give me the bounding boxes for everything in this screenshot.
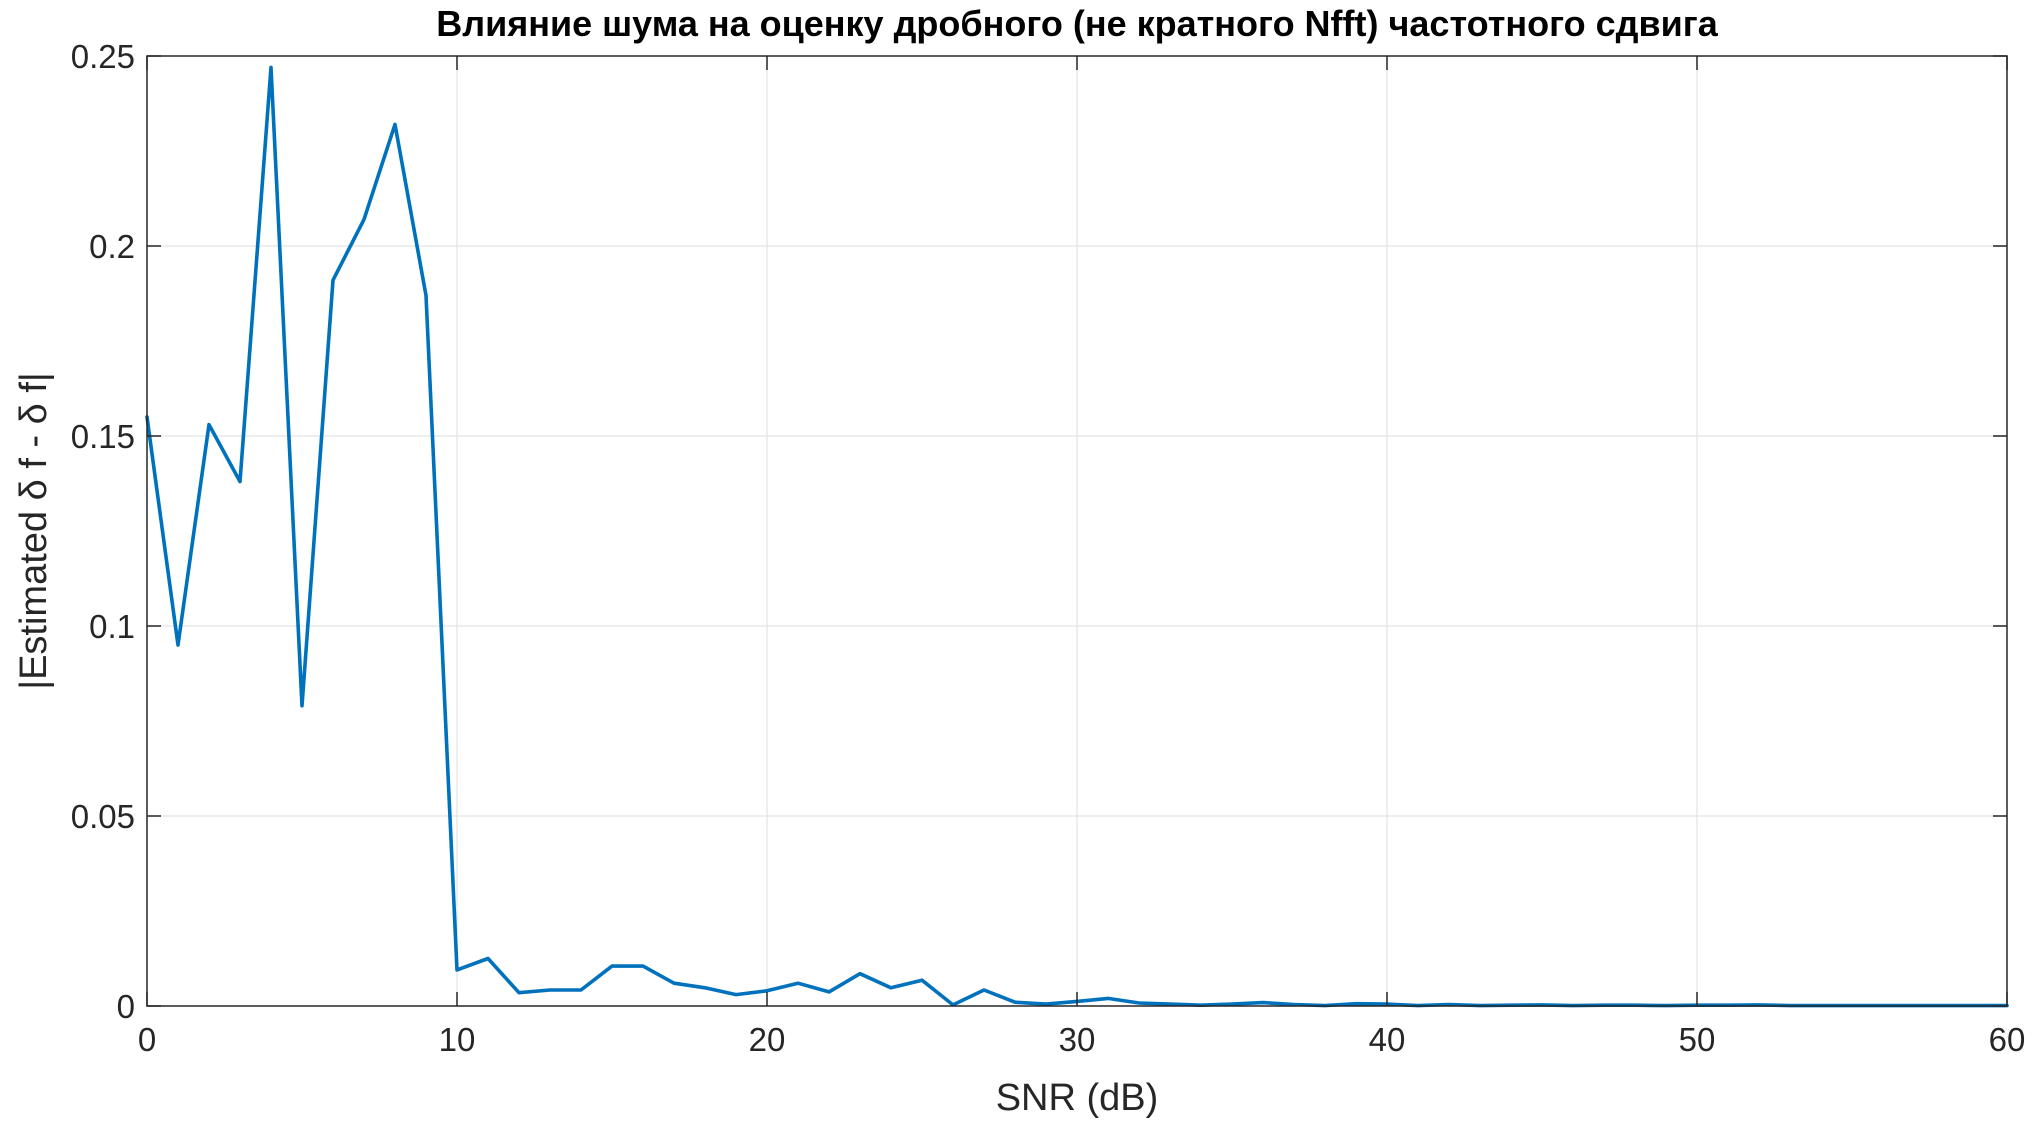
y-tick-label: 0.15 <box>71 418 135 455</box>
x-tick-label: 60 <box>1989 1021 2026 1058</box>
y-tick-label: 0.05 <box>71 798 135 835</box>
x-tick-label: 20 <box>749 1021 786 1058</box>
chart-title: Влияние шума на оценку дробного (не крат… <box>436 3 1718 44</box>
x-tick-label: 50 <box>1679 1021 1716 1058</box>
x-axis-label: SNR (dB) <box>996 1077 1159 1119</box>
y-tick-label: 0 <box>117 988 135 1025</box>
y-tick-label: 0.1 <box>89 608 135 645</box>
x-tick-label: 10 <box>439 1021 476 1058</box>
x-tick-label: 0 <box>138 1021 156 1058</box>
y-tick-label: 0.2 <box>89 228 135 265</box>
y-axis-label: |Estimated δ f - δ f| <box>13 372 55 690</box>
y-tick-label: 0.25 <box>71 38 135 75</box>
x-tick-label: 30 <box>1059 1021 1096 1058</box>
x-tick-label: 40 <box>1369 1021 1406 1058</box>
